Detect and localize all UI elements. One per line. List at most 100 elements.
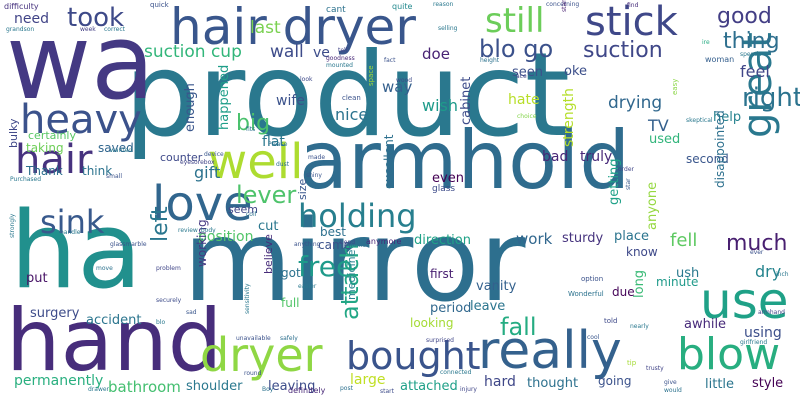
cloud-word: ire	[702, 39, 710, 46]
cloud-word: seen	[512, 65, 544, 80]
cloud-word: connected	[440, 369, 472, 376]
cloud-word: product	[124, 28, 571, 163]
cloud-word: happened	[217, 64, 232, 130]
cloud-word: drawer	[88, 386, 110, 393]
cloud-word: dry	[755, 262, 782, 281]
cloud-word: Wonderful	[568, 290, 604, 298]
cloud-word: grandson	[6, 26, 35, 33]
cloud-word: large	[350, 372, 386, 388]
cloud-word: took	[67, 3, 125, 33]
cloud-word: good	[717, 4, 772, 29]
cloud-word: vanity	[476, 279, 517, 294]
cloud-word: second	[686, 152, 729, 166]
cloud-word: believe	[262, 234, 275, 274]
cloud-word: round	[244, 370, 262, 377]
cloud-word: cant	[326, 5, 346, 15]
cloud-word: star	[625, 178, 632, 190]
cloud-word: choice	[517, 113, 537, 120]
cloud-word: anything	[294, 241, 321, 248]
cloud-word: tell	[338, 47, 348, 54]
cloud-word: really	[478, 321, 622, 381]
cloud-word: skeptical	[686, 117, 713, 124]
cloud-word: sink	[40, 203, 105, 241]
cloud-word: doe	[422, 45, 450, 63]
cloud-word: glassmarble	[110, 241, 147, 248]
cloud-word: holding	[298, 197, 417, 235]
cloud-word: big	[236, 111, 271, 136]
cloud-word: height	[480, 57, 500, 64]
cloud-word: style	[752, 376, 784, 391]
cloud-word: oke	[564, 64, 588, 79]
cloud-word: taking	[26, 141, 64, 155]
cloud-word: excellent	[382, 134, 396, 189]
cloud-word: goodness	[326, 55, 355, 62]
cloud-word: order	[618, 166, 634, 173]
cloud-word: seem	[228, 203, 258, 216]
cloud-word: Purchased	[10, 176, 42, 183]
cloud-word: quite	[392, 2, 413, 11]
cloud-word: size	[296, 178, 309, 200]
cloud-word: gift	[194, 163, 221, 182]
cloud-word: eyesorebox	[180, 159, 215, 166]
cloud-word: ush	[676, 266, 700, 281]
cloud-word: trusty	[646, 365, 664, 372]
cloud-word: position	[198, 229, 254, 245]
cloud-word: easy	[671, 78, 679, 95]
cloud-word: mounted	[326, 62, 353, 69]
cloud-word: due	[612, 285, 635, 299]
cloud-word: fall	[500, 313, 537, 341]
cloud-word: blow	[677, 329, 781, 380]
cloud-word: minute	[656, 275, 699, 289]
cloud-word: fact	[384, 57, 396, 64]
cloud-word: injury	[460, 386, 477, 393]
cloud-word: woman	[705, 55, 735, 64]
cloud-word: unavailable	[236, 335, 271, 342]
cloud-word: sad	[186, 309, 197, 316]
cloud-word: find	[627, 2, 639, 9]
cloud-word: TV	[648, 116, 669, 135]
cloud-word: looking	[410, 316, 454, 330]
cloud-word: got	[281, 266, 301, 280]
cloud-word: enough	[183, 83, 198, 132]
cloud-word: flat	[262, 134, 285, 150]
cloud-word: permanently	[14, 373, 104, 389]
cloud-word: wa	[6, 1, 155, 123]
cloud-word: going	[598, 374, 632, 388]
cloud-word: thought	[527, 376, 579, 391]
cloud-word: work	[516, 230, 553, 248]
cloud-word: direction	[414, 233, 471, 248]
cloud-word: accident	[86, 313, 142, 328]
cloud-word: fits	[246, 126, 256, 133]
cloud-word: device	[204, 151, 224, 158]
cloud-word: review_body	[178, 227, 216, 234]
cloud-word: worked	[348, 242, 370, 249]
cloud-word: think	[82, 164, 113, 178]
cloud-word: shiny	[306, 172, 322, 179]
cloud-word: start	[380, 388, 394, 395]
cloud-word: Please	[268, 141, 288, 148]
cloud-word: hate	[508, 92, 540, 108]
cloud-word: much	[726, 231, 788, 256]
cloud-word: love	[152, 176, 253, 232]
cloud-word: wanted	[110, 147, 133, 154]
cloud-word: tip	[627, 359, 637, 367]
cloud-word: way	[382, 78, 413, 96]
cloud-word: thing	[723, 29, 780, 54]
cloud-word: handle	[60, 229, 81, 236]
cloud-word: dust	[276, 161, 290, 168]
cloud-word: made	[308, 154, 326, 161]
cloud-word: definitely	[288, 386, 326, 395]
cloud-word: truly	[580, 149, 613, 165]
cloud-word: suction	[583, 38, 663, 63]
cloud-word: bulky	[7, 118, 20, 149]
cloud-word: blo go	[479, 35, 554, 63]
cloud-word: bought	[346, 334, 481, 378]
cloud-word: space	[367, 65, 375, 86]
cloud-word: leaving	[268, 379, 316, 394]
cloud-word: hair dryer	[170, 0, 416, 56]
cloud-word: selling	[438, 25, 458, 32]
cloud-word: strongly	[9, 213, 16, 238]
cloud-word: put	[26, 271, 48, 286]
cloud-word: certainly	[28, 129, 76, 142]
